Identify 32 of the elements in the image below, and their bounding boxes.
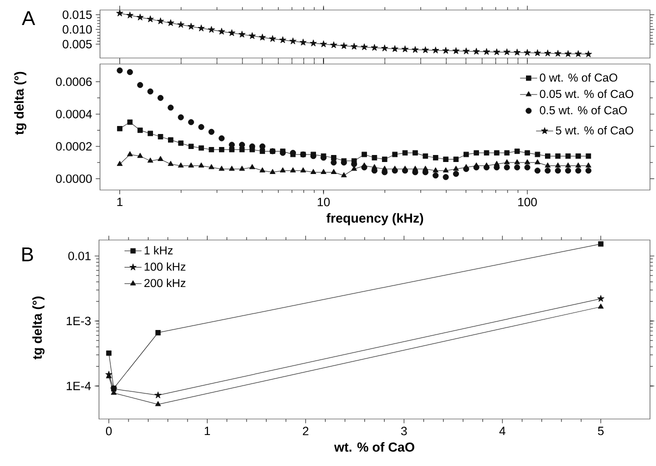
x-tick-label: 2 — [302, 426, 308, 436]
legend-label: 0.05 wt. % of CaO — [540, 90, 634, 98]
y-tick-label: 1E-4 — [66, 382, 91, 390]
y-tick-label: 0.0002 — [56, 142, 92, 151]
x-tick-label: 3 — [401, 426, 407, 436]
x-tick-label: 10 — [318, 198, 330, 206]
y-tick-label: 0.015 — [62, 10, 92, 19]
y-tick-label: 0.010 — [62, 25, 92, 34]
y-tick-label: 0.0004 — [56, 110, 92, 118]
y-tick-label: 0.005 — [62, 40, 92, 48]
legend-label: 100 kHz — [144, 262, 186, 271]
y-tick-label: 0.0000 — [56, 174, 92, 183]
y-axis-title: tg delta (°) — [32, 296, 44, 360]
legend-label: 0 wt. % of CaO — [540, 73, 618, 82]
x-axis-title: frequency (kHz) — [326, 213, 424, 226]
x-tick-label: 5 — [598, 426, 604, 436]
x-tick-label: 1 — [204, 426, 210, 436]
legend-label: 1 kHz — [144, 246, 173, 254]
y-tick-label: 0.0006 — [56, 78, 92, 86]
y-tick-label: 1E-3 — [66, 316, 91, 326]
legend-label: 200 kHz — [144, 278, 186, 288]
legend-label: 0.5 wt. % of CaO — [540, 106, 627, 114]
x-axis-title: wt. % of CaO — [334, 442, 414, 452]
x-tick-label: 100 — [518, 198, 537, 206]
chart-title: B — [22, 247, 33, 262]
x-tick-label: 1 — [117, 198, 122, 206]
chart-title: A — [22, 11, 36, 26]
y-axis-title: tg delta (°) — [14, 72, 26, 135]
x-tick-label: 4 — [499, 426, 506, 436]
y-tick-label: 0.01 — [68, 252, 91, 260]
legend-label: 5 wt. % of CaO — [556, 126, 634, 134]
x-tick-label: 0 — [106, 426, 112, 436]
